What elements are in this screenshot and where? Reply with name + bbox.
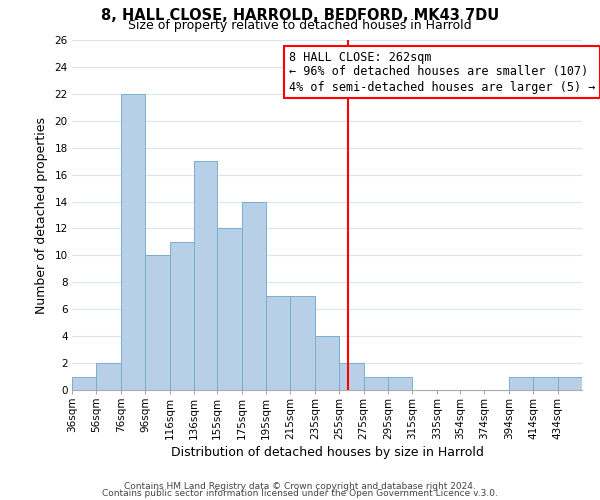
X-axis label: Distribution of detached houses by size in Harrold: Distribution of detached houses by size … <box>170 446 484 459</box>
Bar <box>194 161 217 390</box>
Bar <box>170 242 194 390</box>
Bar <box>557 376 582 390</box>
Text: Contains public sector information licensed under the Open Government Licence v.: Contains public sector information licen… <box>102 489 498 498</box>
Bar <box>97 363 121 390</box>
Text: Size of property relative to detached houses in Harrold: Size of property relative to detached ho… <box>128 19 472 32</box>
Bar <box>364 376 388 390</box>
Bar <box>121 94 145 390</box>
Bar <box>315 336 339 390</box>
Bar <box>509 376 533 390</box>
Bar <box>533 376 557 390</box>
Bar <box>217 228 242 390</box>
Bar <box>266 296 290 390</box>
Text: Contains HM Land Registry data © Crown copyright and database right 2024.: Contains HM Land Registry data © Crown c… <box>124 482 476 491</box>
Bar <box>242 202 266 390</box>
Bar <box>388 376 412 390</box>
Bar <box>72 376 97 390</box>
Text: 8, HALL CLOSE, HARROLD, BEDFORD, MK43 7DU: 8, HALL CLOSE, HARROLD, BEDFORD, MK43 7D… <box>101 8 499 22</box>
Bar <box>290 296 315 390</box>
Bar <box>145 256 170 390</box>
Bar <box>339 363 364 390</box>
Y-axis label: Number of detached properties: Number of detached properties <box>35 116 47 314</box>
Text: 8 HALL CLOSE: 262sqm
← 96% of detached houses are smaller (107)
4% of semi-detac: 8 HALL CLOSE: 262sqm ← 96% of detached h… <box>289 50 595 94</box>
